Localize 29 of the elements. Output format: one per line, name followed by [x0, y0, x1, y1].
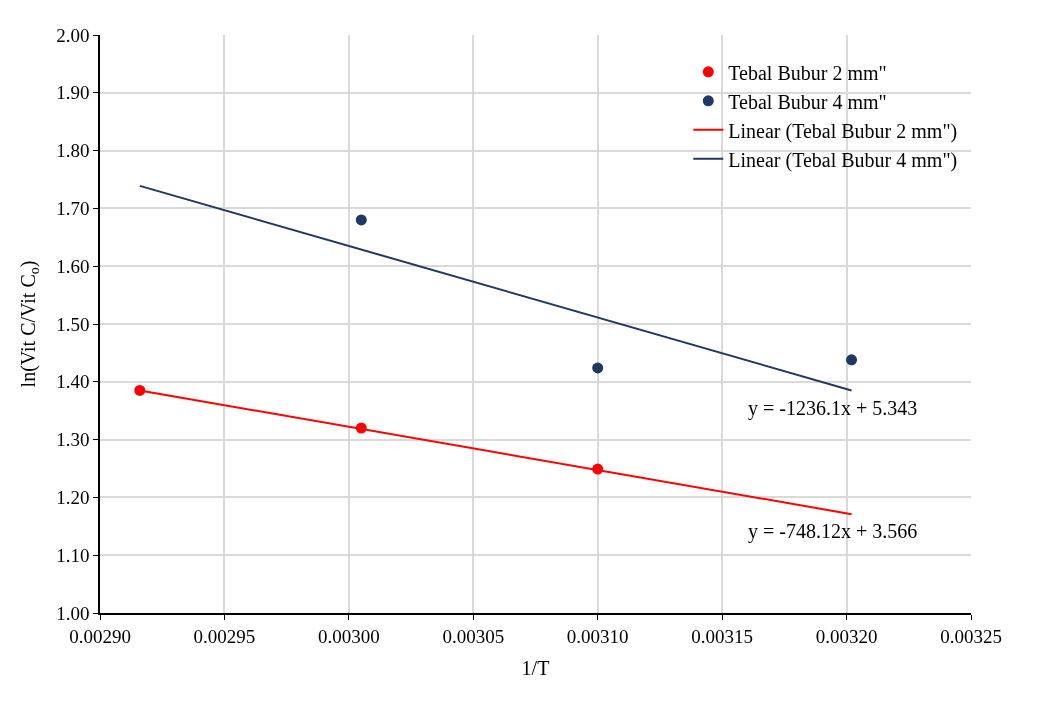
point [592, 362, 604, 374]
y-tick-label: 1.50 [56, 313, 90, 335]
point [355, 214, 367, 226]
y-tick-label: 1.10 [56, 544, 90, 566]
y-tick-label: 1.90 [56, 82, 90, 104]
x-tick-label: 0.00310 [566, 625, 629, 647]
annotation: y = -1236.1x + 5.343 [748, 397, 918, 420]
x-axis-title: 1/T [521, 656, 550, 679]
point [846, 354, 858, 366]
legend-label: Tebal Bubur 4 mm" [728, 90, 887, 113]
y-tick-label: 1.80 [56, 140, 90, 162]
x-tick-label: 0.00290 [69, 625, 131, 647]
legend-label: Linear (Tebal Bubur 2 mm") [728, 119, 958, 143]
y-tick-label: 1.00 [56, 602, 90, 624]
annotation: y = -748.12x + 3.566 [748, 520, 918, 543]
y-tick-label: 1.20 [56, 487, 90, 509]
x-tick-label: 0.00325 [940, 625, 1002, 647]
y-tick-label: 1.70 [56, 198, 90, 220]
x-tick-label: 0.00300 [317, 625, 380, 647]
y-tick-label: 2.00 [56, 24, 90, 46]
y-tick-label: 1.30 [56, 429, 90, 451]
y-tick-label: 1.60 [56, 255, 90, 277]
legend-label: Linear (Tebal Bubur 4 mm") [728, 148, 958, 172]
x-tick-label: 0.00320 [815, 625, 878, 647]
x-tick-label: 0.00315 [691, 625, 754, 647]
legend-label: Tebal Bubur 2 mm" [728, 61, 887, 84]
x-tick-label: 0.00295 [193, 625, 256, 647]
y-tick-label: 1.40 [56, 371, 90, 393]
x-tick-label: 0.00305 [442, 625, 505, 647]
